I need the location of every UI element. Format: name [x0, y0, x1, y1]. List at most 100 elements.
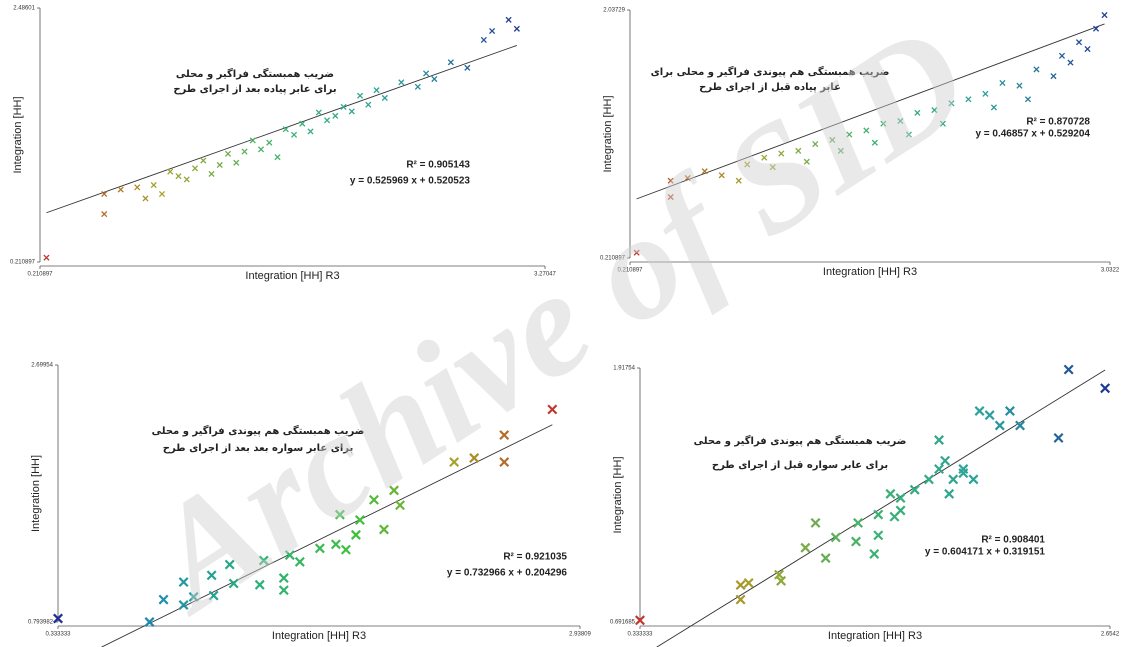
point: [144, 617, 155, 627]
point: [1100, 383, 1111, 394]
point: [431, 75, 438, 83]
point: [365, 101, 372, 108]
point: [1016, 82, 1023, 89]
point: [909, 484, 920, 495]
trend-line: [46, 44, 518, 214]
point: [178, 577, 189, 588]
point: [939, 120, 946, 127]
y-axis-label: Integration [HH]: [30, 455, 42, 532]
trend-line: [100, 424, 553, 647]
point: [895, 505, 906, 516]
x-axis-label: Integration [HH] R3: [272, 630, 366, 642]
point: [982, 90, 989, 97]
point: [314, 543, 325, 554]
point: [134, 184, 141, 191]
point: [499, 430, 510, 441]
point: [294, 556, 305, 567]
y-axis-label: Integration [HH]: [602, 95, 614, 172]
point: [208, 170, 215, 177]
trend-line: [656, 369, 1106, 647]
point: [795, 147, 802, 154]
point: [958, 468, 969, 479]
point: [810, 517, 821, 528]
point: [348, 108, 355, 115]
charts: 0.210897 3.27047 0.210897 2.48601 Integratio…: [10, 6, 1120, 647]
x-axis-label: Integration [HH] R3: [823, 266, 917, 278]
point: [934, 435, 945, 445]
point: [101, 211, 108, 218]
y-axis-label: Integration [HH]: [12, 96, 24, 173]
y-tick-label: 2.69954: [31, 363, 53, 369]
x-tick-label: 2.6542: [1101, 632, 1120, 638]
y-axis-label: Integration [HH]: [612, 456, 624, 533]
point: [635, 615, 645, 626]
equation: y = 0.46857 x + 0.529204: [975, 129, 1090, 140]
point: [1058, 52, 1066, 59]
point: [278, 573, 289, 584]
point: [873, 530, 884, 541]
point: [489, 27, 496, 35]
point: [307, 128, 314, 135]
point: [1050, 73, 1057, 80]
point: [667, 177, 674, 184]
equation: y = 0.525969 x + 0.520523: [350, 176, 471, 187]
point: [1092, 25, 1100, 32]
point: [101, 190, 108, 198]
point: [389, 485, 399, 496]
point: [332, 112, 339, 119]
point: [224, 559, 235, 570]
point: [761, 154, 768, 161]
point: [299, 120, 306, 127]
point: [968, 474, 979, 485]
point: [158, 594, 169, 605]
y-tick-label: 0.691685: [610, 620, 636, 626]
point: [735, 594, 746, 605]
point: [254, 579, 265, 590]
point: [505, 16, 512, 23]
r-squared: R² = 0.921035: [503, 552, 567, 563]
r-squared: R² = 0.908401: [981, 535, 1045, 546]
x-tick-label: 0.333333: [627, 632, 653, 638]
point: [778, 150, 785, 157]
chart-panel: 0.333333 2.93809 0.793982 2.69954 Integratio…: [28, 363, 592, 647]
r-squared: R² = 0.870728: [1026, 117, 1090, 128]
point: [142, 195, 149, 202]
point: [547, 404, 558, 415]
point: [735, 580, 746, 591]
point: [354, 515, 365, 526]
point: [323, 117, 331, 124]
point: [743, 578, 754, 588]
point: [800, 542, 811, 553]
point: [464, 64, 471, 71]
point: [513, 25, 520, 32]
point: [206, 570, 217, 581]
point: [974, 406, 985, 416]
point: [948, 100, 955, 107]
point: [1053, 432, 1064, 443]
y-tick-label: 0.210897: [600, 256, 626, 262]
point: [175, 173, 182, 180]
chart-title: برای عابر پیاده بعد از اجرای طرح: [173, 84, 336, 95]
point: [803, 158, 810, 165]
point: [357, 92, 364, 99]
point: [984, 410, 995, 421]
point: [258, 555, 269, 566]
point: [423, 70, 430, 77]
point: [1075, 39, 1083, 46]
x-tick-label: 3.27047: [534, 272, 556, 278]
chart-title: برای عابر سواره بعد بعد از اجرای طرح: [163, 443, 354, 454]
point: [853, 517, 864, 528]
point: [1084, 45, 1091, 53]
point: [863, 127, 870, 134]
x-tick-label: 0.333333: [45, 632, 71, 638]
point: [224, 150, 232, 157]
point: [480, 36, 487, 43]
point: [228, 578, 239, 589]
point: [829, 136, 836, 144]
point: [340, 103, 347, 110]
equation: y = 0.732966 x + 0.204296: [447, 568, 568, 579]
point: [208, 590, 219, 601]
point: [1063, 364, 1074, 375]
equation: y = 0.604171 x + 0.319151: [925, 547, 1046, 558]
